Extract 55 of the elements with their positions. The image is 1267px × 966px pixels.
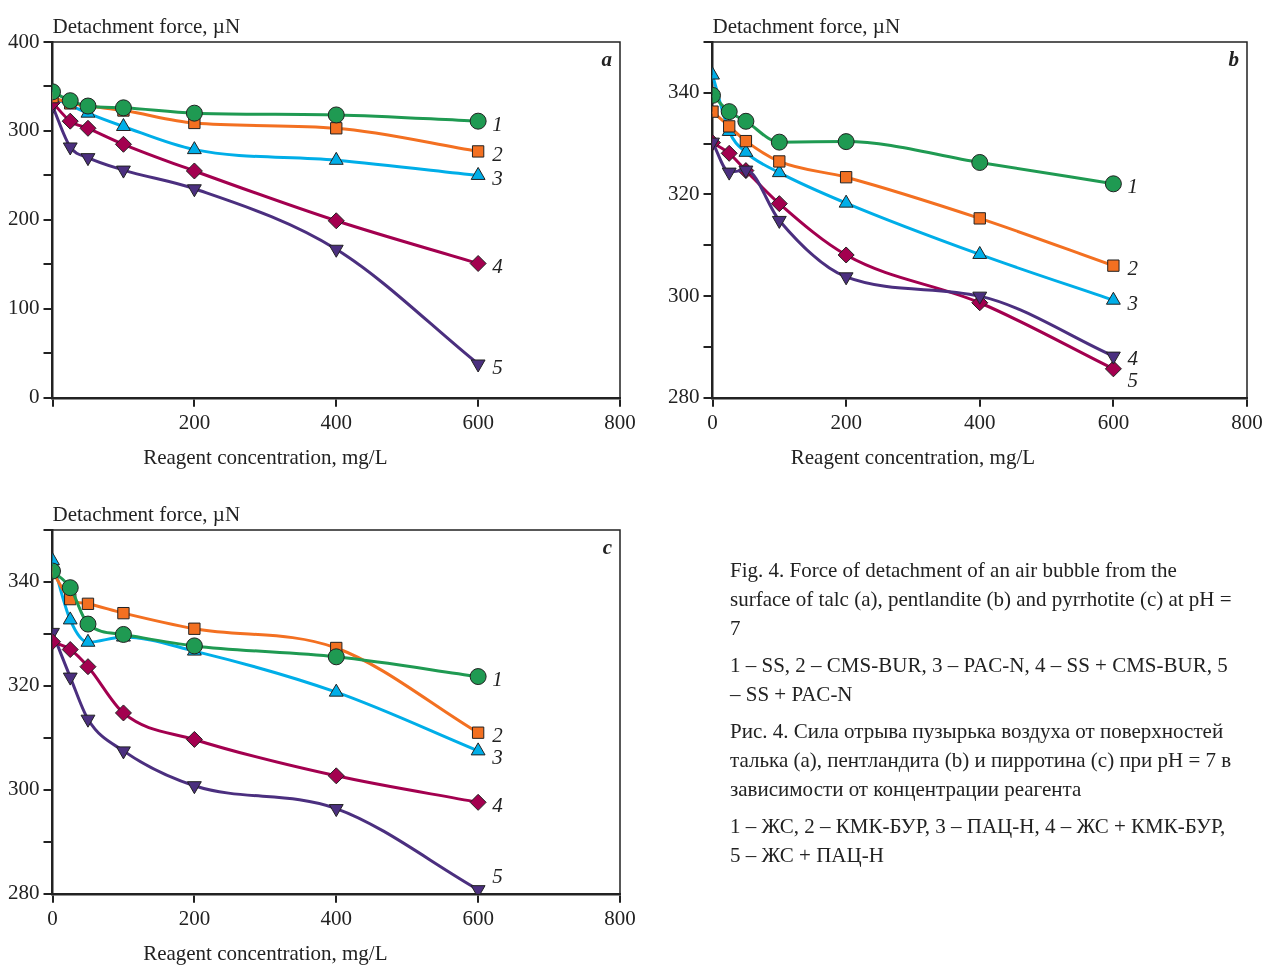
x-tick-label: 800 [604,409,636,434]
x-tick-label: 400 [964,409,996,434]
series-label: 3 [1126,290,1138,315]
y-axis-title: Detachment force, µN [52,14,241,38]
y-tick-label: 100 [8,295,40,320]
series-label: 2 [1127,256,1139,281]
x-tick-label: 800 [604,905,636,930]
series-label: 3 [491,745,503,770]
series-label: 1 [492,111,503,136]
x-tick-label: 200 [178,409,211,434]
text: 1 – ЖС, 2 – КМК-БУР, 3 – ПАЦ-Н, 4 – ЖС + КМК-БУР, 5 – ЖС + ПАЦ-Н [730,813,1227,869]
series-label: 4 [1127,346,1139,371]
series-label: 3 [491,165,503,190]
y-tick-label: 300 [668,282,700,307]
series-label: 1 [492,667,503,692]
y-tick-label: 0 [29,384,40,409]
series-label: 5 [492,864,503,889]
x-tick-label: 600 [1097,409,1130,434]
series-label: 5 [492,354,503,379]
y-tick-label: 400 [8,28,40,53]
y-tick-label: 340 [668,79,700,104]
y-axis-title: Detachment force, µN [712,14,901,38]
y-tick-label: 320 [668,181,700,205]
series-label: 2 [492,141,504,166]
y-tick-label: 340 [8,568,40,593]
x-axis-title: Reagent concentration, mg/L [143,941,388,965]
x-tick-label: 0 [707,409,718,434]
annotation: a [601,47,612,71]
x-tick-label: 0 [47,905,58,930]
x-tick-label: 200 [830,409,862,434]
annotation: c [602,535,613,559]
x-tick-label: 800 [1231,409,1263,434]
x-tick-label: 600 [462,409,494,434]
x-tick-label: 600 [462,905,494,930]
y-tick-label: 300 [8,117,40,142]
series-label: 4 [492,254,504,278]
y-axis-title: Detachment force, µN [52,502,241,526]
text: 1 – SS, 2 – CMS-BUR, 3 – PAC-N, 4 – SS + CMS-BUR, 5 – SS + PAC-N [730,652,1229,708]
x-tick-label: 400 [320,905,352,930]
series-label: 1 [1127,174,1138,199]
x-axis-title: Reagent concentration, mg/L [790,445,1036,469]
y-tick-label: 200 [8,206,40,231]
series-label: 4 [492,792,504,817]
x-tick-label: 200 [178,905,211,930]
series-label: 5 [1127,368,1138,393]
series-label: 2 [492,723,504,748]
caption: Fig. 4. Force of detachment of an air bubble from the surface of talc (a), pentlandite (b) and pyrrhotite (c) at pH = 7 [730,557,1233,642]
text: Рис. 4. Сила отрыва пузырька воздуха от поверхностей талька (a), пентландита (b) и пирротина (c) при pH = 7 в зависимости от концентрации реагента [730,718,1233,803]
y-tick-label: 280 [8,880,40,905]
x-axis-title: Reagent concentration, mg/L [143,445,388,469]
y-tick-label: 320 [8,672,40,697]
y-tick-label: 280 [668,384,700,409]
annotation: b [1228,47,1239,71]
y-tick-label: 300 [8,776,40,801]
x-tick-label: 400 [320,409,352,434]
